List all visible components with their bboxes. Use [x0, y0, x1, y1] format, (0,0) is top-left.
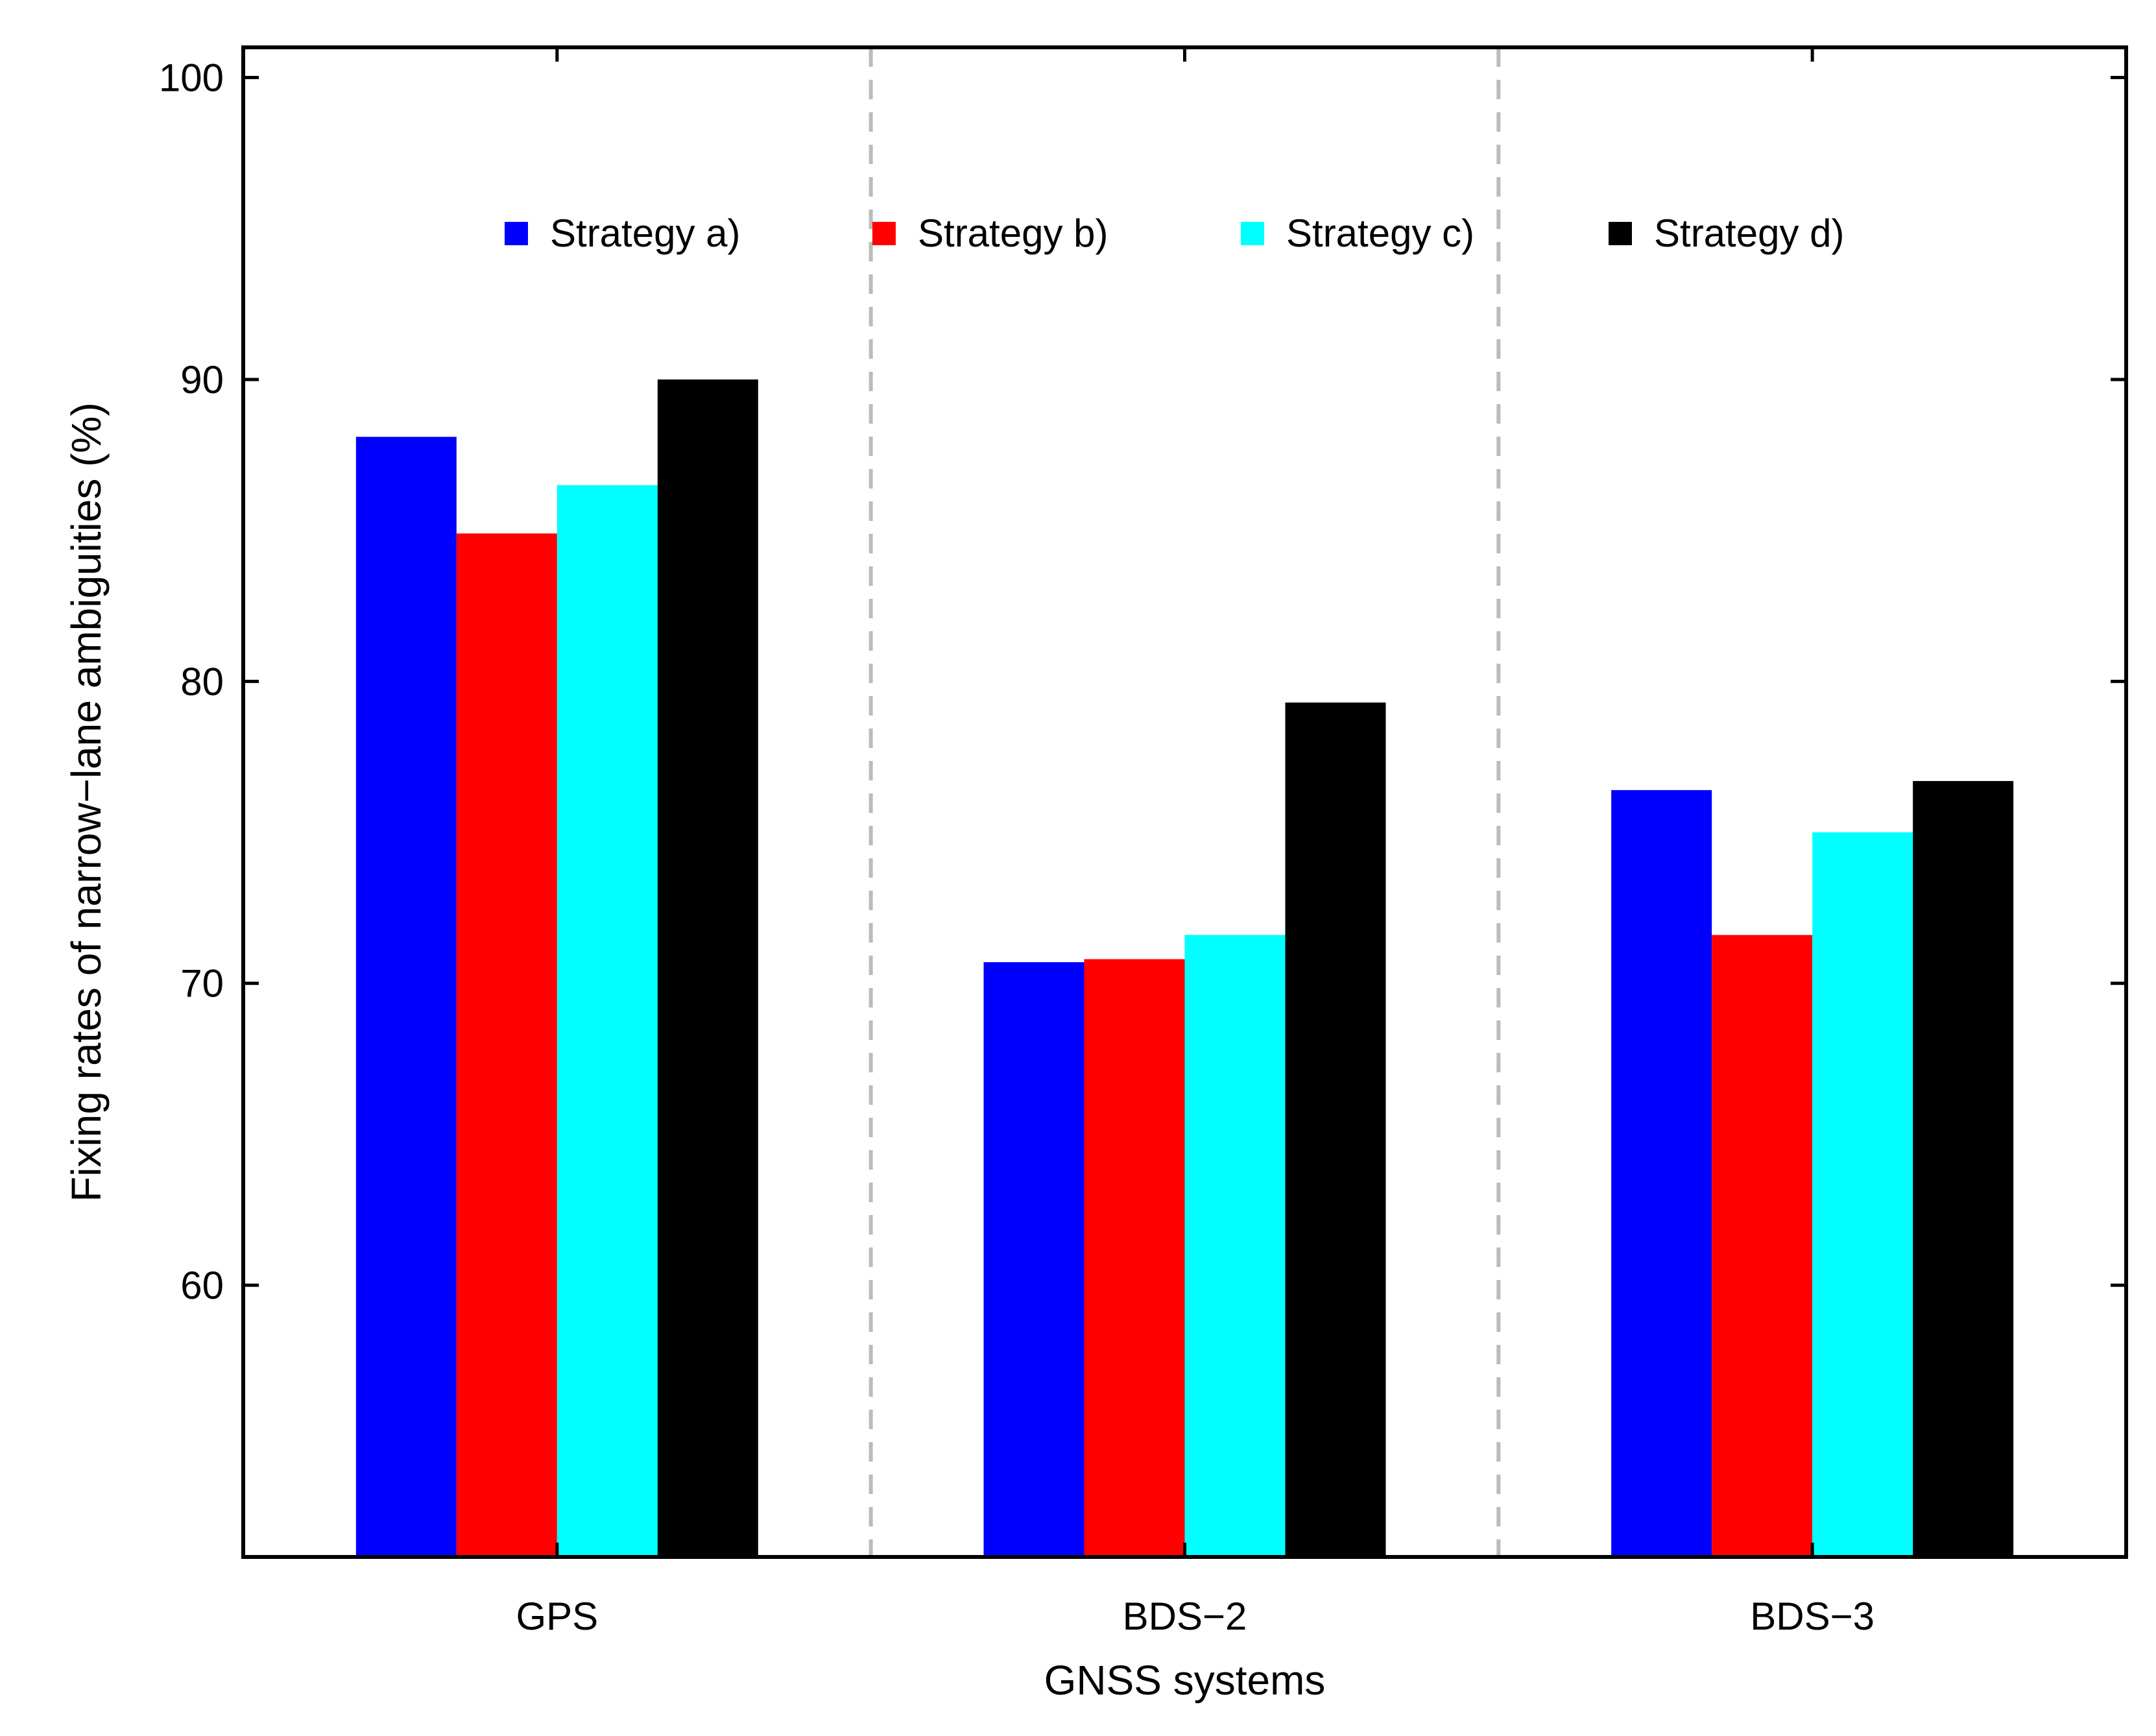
- bar-strategy-b-2: [1712, 935, 1813, 1557]
- x-tick-label: BDS−2: [1123, 1595, 1247, 1638]
- x-axis-title: GNSS systems: [1044, 1657, 1326, 1704]
- y-tick-label: 90: [180, 358, 224, 402]
- bar-strategy-c-1: [1184, 935, 1286, 1557]
- bar-strategy-d-1: [1285, 702, 1386, 1557]
- bar-strategy-b-0: [456, 533, 557, 1558]
- bars: [355, 379, 2014, 1558]
- bar-strategy-a-1: [983, 962, 1084, 1557]
- y-tick-label: 70: [180, 962, 224, 1006]
- bar-strategy-a-2: [1611, 790, 1712, 1557]
- legend-swatch: [1241, 222, 1264, 245]
- y-tick-label: 100: [159, 56, 224, 100]
- legend-swatch: [505, 222, 528, 245]
- bar-strategy-c-0: [557, 485, 658, 1557]
- y-axis-title: Fixing rates of narrow−lane ambiguities …: [63, 402, 110, 1202]
- legend-swatch: [872, 222, 896, 245]
- bar-strategy-b-1: [1084, 959, 1185, 1557]
- x-tick-label: BDS−3: [1750, 1595, 1875, 1638]
- legend-label: Strategy c): [1286, 211, 1474, 255]
- legend-label: Strategy d): [1654, 211, 1844, 255]
- bar-strategy-d-0: [657, 379, 758, 1558]
- group-separators: [868, 47, 1501, 1557]
- bar-strategy-c-2: [1812, 832, 1913, 1557]
- bar-strategy-a-0: [355, 437, 457, 1558]
- y-tick-labels: 60 70 80 90 100: [159, 56, 224, 1308]
- legend-swatch: [1609, 222, 1632, 245]
- x-tick-label: GPS: [516, 1595, 598, 1638]
- plot-frame: [241, 45, 2128, 1559]
- legend: Strategy a) Strategy b) Strategy c) Strateg…: [505, 211, 1844, 255]
- y-tick-label: 60: [180, 1264, 224, 1307]
- axis-ticks: [243, 47, 2126, 1557]
- bar-strategy-d-2: [1913, 780, 2014, 1557]
- legend-label: Strategy b): [918, 211, 1108, 255]
- y-tick-label: 80: [180, 660, 224, 703]
- x-tick-labels: GPS BDS−2 BDS−3: [516, 1595, 1875, 1638]
- legend-label: Strategy a): [550, 211, 740, 255]
